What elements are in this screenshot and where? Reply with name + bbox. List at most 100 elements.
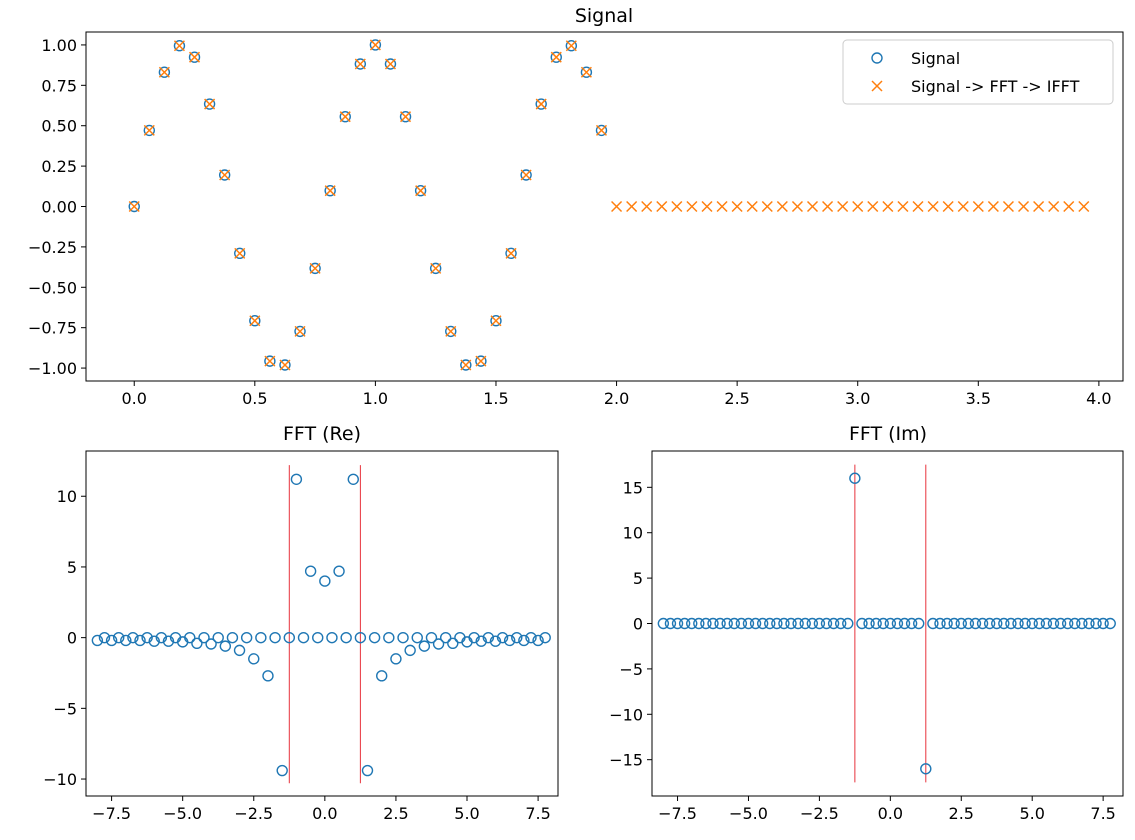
ifft-point-stroke [249,315,261,327]
fft-point [439,631,452,644]
fft-point [404,644,416,657]
fft-point [856,617,868,630]
x-tick-label: 3.0 [845,389,870,408]
signal-point [309,262,321,275]
y-tick-label: 0 [633,615,643,634]
ifft-point [158,66,170,78]
fft-point [1005,617,1017,630]
ifft-point-stroke [1033,200,1045,213]
fft-point [1097,617,1109,630]
ifft-point [942,200,954,213]
y-tick-label: −1.00 [28,359,77,378]
ifft-point-stroke [384,58,396,70]
signal-point [580,66,593,78]
ifft-point [279,359,291,371]
fft-point [834,617,847,630]
ifft-point-stroke [806,200,819,213]
ifft-point [234,247,246,259]
fft-point [1069,617,1081,630]
y-tick-label: −0.50 [28,278,77,297]
fft-point [678,617,691,630]
fft-point [1104,617,1116,630]
fft-point [141,631,153,644]
signal-point [158,66,171,78]
fft-point [728,617,740,630]
fft-point [1054,617,1067,630]
fft-point [539,631,551,644]
signal-point [414,184,427,197]
ifft-point [791,200,803,213]
x-tick-label: 1.0 [363,389,388,408]
fft-point [184,631,196,644]
signal-point [354,58,367,70]
fft-point [191,637,203,649]
signal-point [279,359,291,371]
ifft-point-stroke [279,359,291,371]
fft-point [664,617,677,630]
fft-point [799,617,811,630]
fft-point [806,617,819,630]
ifft-point-stroke [324,185,336,197]
ifft-point [249,315,261,327]
ifft-point [701,200,713,213]
signal-point [520,169,532,181]
x-tick-label: 3.5 [966,389,991,408]
ifft-point [731,200,743,213]
ifft-point [173,40,185,52]
y-tick-label: 0.75 [41,76,77,95]
ifft-point-stroke [716,200,728,213]
ifft-point [957,200,969,213]
fft-point [657,617,670,630]
fft-point [361,764,374,777]
fft-re-plot-frame [85,450,559,797]
fft-point [756,617,769,630]
fft-point [425,631,438,644]
y-tick-label: 5 [67,558,77,577]
signal-plot-frame [85,31,1124,382]
ifft-point [324,185,336,197]
fft-point [742,617,755,630]
fft-point [863,617,875,630]
ifft-point [626,200,638,213]
ifft-point [776,200,788,213]
ifft-point [822,200,834,213]
ifft-point [204,98,216,110]
fft-point [319,575,331,587]
fft-point [969,617,982,630]
fft-point [1047,617,1060,630]
signal-point [264,355,276,367]
ifft-point [460,359,472,371]
ifft-point-stroke [595,124,608,136]
fft-point [475,635,487,647]
ifft-point [565,40,577,52]
fft-point [1026,617,1038,630]
fft-point [489,635,502,647]
fft-point [212,631,224,644]
ifft-point [535,98,547,110]
fft-point [248,653,260,665]
signal-point [128,200,140,213]
ifft-point [867,200,879,213]
legend-marker-ifft-stroke [871,80,883,92]
fft-point [1061,617,1074,630]
fft-point [707,617,719,630]
ifft-point-stroke [1002,200,1014,213]
ifft-point-stroke [641,200,653,213]
fft-point [496,631,509,644]
fft-point [482,631,495,644]
ifft-point-stroke [867,200,879,213]
x-tick-label: 1.5 [483,389,508,408]
signal-point [460,359,472,371]
ifft-point [882,200,894,213]
fft-point [269,631,281,644]
fft-point [764,617,776,630]
ifft-point-stroke [671,200,683,213]
signal-point [173,40,186,52]
fft-point [991,617,1003,630]
ifft-point [656,200,668,213]
ifft-point [445,325,457,337]
y-tick-label: 0.25 [41,157,77,176]
ifft-point [912,200,924,213]
fft-point [813,617,826,630]
fft-point [134,634,146,647]
